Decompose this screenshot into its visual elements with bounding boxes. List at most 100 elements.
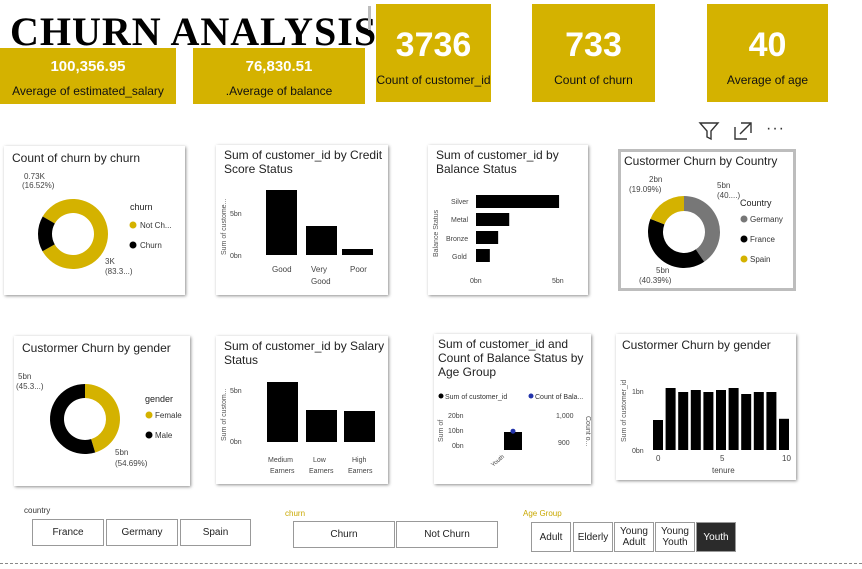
legend-item: Churn [140, 241, 162, 250]
legend-swatch-germany [740, 215, 748, 223]
bar-tenure-0[interactable] [653, 420, 663, 450]
donut-label: 5bn [115, 448, 128, 457]
bar-gold[interactable] [476, 249, 490, 262]
salary-status-panel[interactable]: Sum of customer_id by Salary Status Sum … [216, 336, 388, 484]
more-options-icon[interactable]: ··· [766, 120, 785, 137]
point-youth-count[interactable] [510, 428, 516, 434]
x-tick: Good [311, 277, 331, 286]
donut-slice-female[interactable] [85, 384, 121, 453]
x-tick: 5 [720, 454, 725, 463]
slicer-option-france[interactable]: France [32, 519, 104, 546]
bar-metal[interactable] [476, 213, 510, 226]
bar-tenure-3[interactable] [690, 390, 701, 450]
bar-medium-earners[interactable] [267, 382, 298, 442]
donut-slice-not-churn[interactable] [42, 199, 109, 269]
slicer-option-churn[interactable]: Churn [293, 521, 395, 548]
churn-donut-panel[interactable]: Count of churn by churn 0.73K (16.52%) 3… [4, 146, 185, 295]
kpi-label: Average of age [726, 73, 809, 87]
legend-item: Sum of customer_id [445, 394, 507, 401]
legend-item: Female [155, 411, 182, 420]
slicer-option-spain[interactable]: Spain [180, 519, 251, 546]
y-tick: 0bn [230, 439, 242, 446]
slicer-option-elderly[interactable]: Elderly [573, 522, 613, 552]
bar-low-earners[interactable] [306, 410, 337, 442]
tenure-panel[interactable]: Custormer Churn by gender Sum of custome… [616, 334, 796, 480]
bar-good[interactable] [266, 190, 297, 255]
bar-youth-sum[interactable] [504, 432, 522, 450]
kpi-value: 733 [565, 26, 622, 64]
kpi-value: 100,356.95 [50, 58, 126, 75]
credit-bar-chart: Sum of custome... 5bn 0bn Good Very Good… [221, 190, 373, 286]
y-tick-right: 900 [558, 440, 570, 447]
bar-very-good[interactable] [306, 226, 337, 255]
slicer-option-not-churn[interactable]: Not Churn [396, 521, 498, 548]
legend-swatch-sum [438, 393, 444, 399]
donut-slice-france[interactable] [648, 218, 705, 268]
legend-item: France [750, 235, 775, 244]
kpi-card-avg-salary[interactable]: 100,356.95 Average of estimated_salary [0, 48, 176, 104]
salary-bar-chart: Sum of custom... 5bn 0bn Medium Earners … [221, 382, 375, 475]
slicer-option-young-youth[interactable]: Young Youth [655, 522, 695, 552]
legend-swatch-spain [740, 255, 748, 263]
kpi-card-avg-age[interactable]: 40 Average of age [707, 4, 828, 102]
donut-slice-churn[interactable] [38, 216, 55, 252]
panel-title-line1: Sum of customer_id and [438, 337, 569, 351]
panel-title-line2: Count of Balance Status by [438, 351, 584, 365]
age-group-panel[interactable]: Sum of customer_id and Count of Balance … [434, 334, 591, 484]
credit-score-panel[interactable]: Sum of customer_id by Credit Score Statu… [216, 145, 388, 295]
slicer-option-youth[interactable]: Youth [696, 522, 736, 552]
gender-donut-panel[interactable]: Custormer Churn by gender 5bn (45.3...) … [14, 336, 190, 486]
donut-label: (83.3...) [105, 267, 133, 276]
legend-swatch-not-churn [129, 221, 137, 229]
focus-mode-icon[interactable] [733, 121, 753, 141]
legend-swatch-male [145, 431, 153, 439]
bar-tenure-7[interactable] [741, 394, 752, 450]
slicer-option-adult[interactable]: Adult [531, 522, 571, 552]
bar-tenure-6[interactable] [728, 388, 739, 450]
bar-tenure-9[interactable] [766, 392, 777, 450]
x-tick: High [352, 457, 367, 464]
kpi-card-count-churn[interactable]: 733 Count of churn [532, 4, 655, 102]
legend-swatch-churn [129, 241, 137, 249]
y-axis-label: Sum of custome... [221, 199, 228, 255]
y-tick: 5bn [230, 388, 242, 395]
bar-bronze[interactable] [476, 231, 499, 244]
x-tick: 0bn [470, 278, 482, 285]
panel-title-line2: Score Status [224, 162, 293, 176]
legend-item: Count of Bala... [535, 394, 583, 401]
kpi-card-count-customer[interactable]: 3736 Count of customer_id [376, 4, 491, 102]
donut-slices [50, 384, 121, 454]
x-tick: Poor [350, 265, 367, 274]
panel-title-line2: Status [224, 353, 259, 367]
panel-title: Count of churn by churn [12, 151, 141, 165]
slicer-title-age-group: Age Group [523, 509, 562, 518]
legend-swatch-female [145, 411, 153, 419]
balance-status-panel[interactable]: Sum of customer_id by Balance Status Bal… [428, 145, 588, 295]
donut-slice-male[interactable] [50, 384, 96, 454]
donut-label: 3K [105, 257, 115, 266]
donut-slices [648, 196, 720, 268]
bar-tenure-2[interactable] [678, 392, 689, 450]
slicer-option-young-adult[interactable]: Young Adult [614, 522, 654, 552]
donut-slice-germany[interactable] [684, 196, 720, 262]
bar-tenure-10[interactable] [779, 418, 789, 450]
slicer-option-germany[interactable]: Germany [106, 519, 178, 546]
bar-tenure-4[interactable] [703, 392, 714, 450]
donut-label: 0.73K [24, 172, 46, 181]
filter-icon[interactable] [698, 120, 720, 142]
bar-poor[interactable] [342, 249, 373, 255]
y-axis-label: Sum of customer_id [621, 380, 628, 442]
bar-tenure-1[interactable] [665, 388, 676, 450]
country-donut-panel[interactable]: Custormer Churn by Country 2bn (19.09%) … [618, 149, 796, 291]
panel-title-line1: Sum of customer_id by Salary [224, 339, 385, 353]
donut-label: (40....) [717, 191, 740, 200]
donut-slice-spain[interactable] [650, 196, 684, 225]
x-tick: Medium [268, 457, 293, 464]
bar-silver[interactable] [476, 195, 560, 208]
bar-tenure-5[interactable] [716, 390, 726, 450]
x-tick: Very [311, 265, 327, 274]
y-tick: Gold [452, 254, 467, 261]
bar-high-earners[interactable] [344, 411, 375, 442]
bar-tenure-8[interactable] [753, 392, 764, 450]
kpi-card-avg-balance[interactable]: 76,830.51 .Average of balance [193, 48, 365, 104]
